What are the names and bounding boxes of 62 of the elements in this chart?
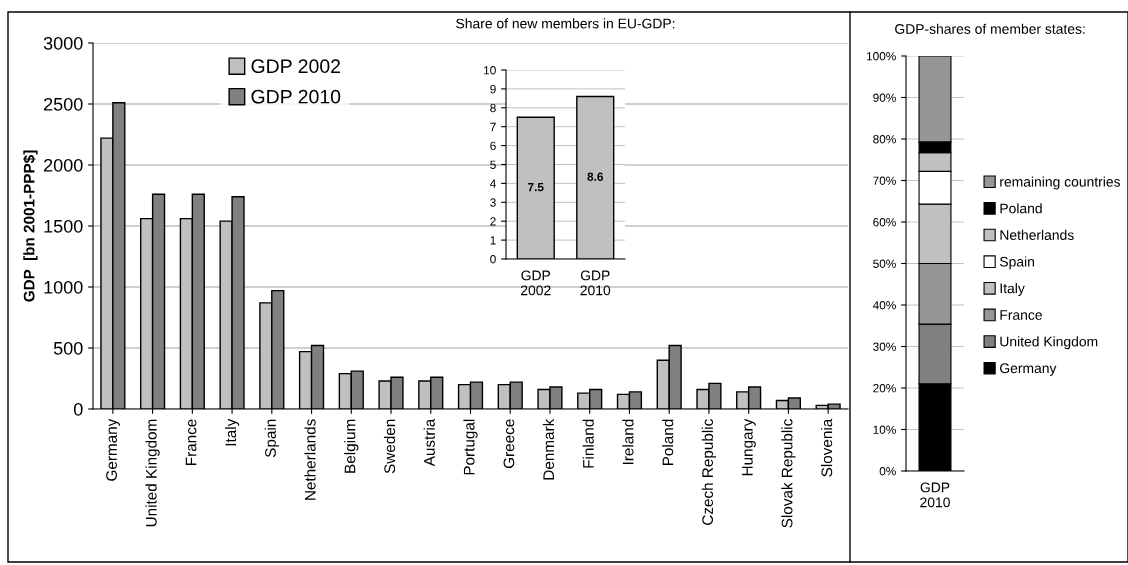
y-tick-label: 40% [872,301,896,310]
x-tick-label: United Kingdom [145,419,160,527]
legend-label: Poland [1000,203,1042,214]
x-tick-label: Spain [264,419,279,458]
y-tick-label: 1000 [44,280,83,294]
x-tick-label: Germany [106,418,120,481]
y-tick-label: 70% [873,176,896,185]
x-tick-label: Ireland [622,419,634,465]
y-tick-label: 0% [879,467,896,476]
legend-label: Spain [999,256,1034,270]
y-tick-label: 500 [53,341,83,355]
y-tick-label: 60% [873,218,896,227]
x-tick-label: Sweden [383,419,396,474]
y-tick-label: 4 [489,179,496,188]
x-tick-label: Portugal [463,419,478,475]
x-tick-label: Greece [503,419,515,469]
x-tick-label: Poland [662,419,674,466]
y-tick-label: 8 [490,103,496,113]
y-axis-title: GDP [bn 2001-PPP$] [23,150,38,302]
x-tick-label: Netherlands [304,419,316,500]
y-tick-label: 30% [873,342,896,351]
legend-label: France [1000,310,1042,320]
chart-title: Share of new members in EU-GDP: [456,18,675,29]
y-tick-label: 7 [490,122,496,131]
y-tick-label: 100% [866,52,896,61]
x-tick-label: Finland [582,419,594,468]
y-tick-label: 0 [73,402,83,416]
y-tick-label: 0 [490,255,496,264]
y-tick-label: 1500 [44,219,83,233]
x-tick-label: Hungary [742,418,756,476]
y-tick-label: 10% [873,425,896,434]
x-tick-label: Czech Republic [701,419,717,525]
legend-label: United Kingdom [1000,336,1098,350]
x-tick-label: Belgium [344,419,359,473]
y-tick-label: 2 [490,217,496,226]
data-label: 7.5 [528,183,544,192]
legend-label: GDP 2002 [251,59,340,74]
y-tick-label: 90% [873,93,896,102]
x-tick-label: Austria [423,418,435,467]
legend-label: Germany [1000,363,1057,376]
x-tick-label: France [185,419,197,466]
x-tick-label: Denmark [542,418,555,480]
x-tick-label: Slovenia [821,418,833,477]
x-tick-label: Slovak Republic [781,419,796,528]
legend-label: GDP 2010 [251,89,341,104]
y-tick-label: 2000 [44,158,83,172]
y-tick-label: 9 [490,84,496,94]
y-tick-label: 20% [873,384,896,393]
chart-title: GDP-shares of member states: [895,23,1085,34]
y-tick-label: 3 [490,198,496,207]
y-tick-label: 3000 [43,36,83,50]
y-tick-label: 80% [873,135,896,144]
legend-label: remaining countries [1000,176,1121,190]
y-tick-label: 1 [490,236,496,245]
y-tick-label: 10 [484,66,496,75]
y-tick-label: 5 [490,160,496,169]
legend-label: Netherlands [1000,229,1074,240]
data-label: 8.6 [587,172,604,181]
y-tick-label: 6 [490,141,496,150]
y-tick-label: 2500 [44,97,83,111]
y-tick-label: 50% [873,259,896,268]
x-tick-label: Italy [224,418,240,446]
